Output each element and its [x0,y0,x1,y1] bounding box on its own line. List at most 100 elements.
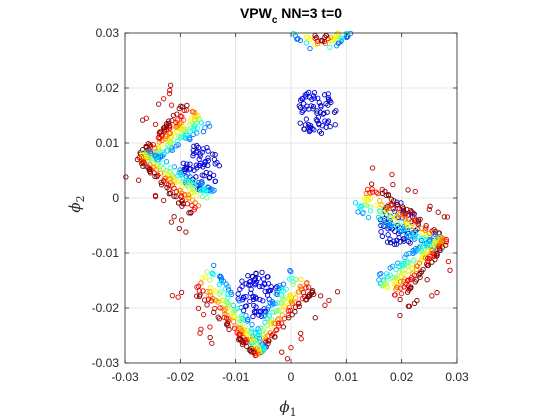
data-point [378,215,384,222]
data-point [191,150,197,157]
data-point [253,271,259,277]
data-point [225,294,231,300]
data-point [222,306,228,312]
data-point [189,202,195,209]
data-point [171,185,177,191]
data-point [280,281,287,287]
data-point [261,276,267,282]
data-point [400,226,407,232]
data-point [393,214,399,221]
data-point [179,198,185,205]
data-point [405,225,412,232]
data-point [383,208,389,214]
data-point [158,179,164,186]
data-point [305,121,312,128]
data-point [304,296,310,303]
data-point [188,166,194,172]
data-point [266,296,272,302]
data-point [412,188,418,195]
data-point [207,277,213,283]
data-point [211,297,218,303]
data-point [224,320,231,327]
data-point [167,82,174,88]
data-point [175,294,181,300]
data-point [210,188,216,194]
data-point [205,162,211,169]
data-point [274,291,281,298]
data-point [434,289,440,296]
data-point [248,286,254,292]
data-point [437,247,443,253]
data-point [178,217,185,223]
data-point [167,130,173,136]
data-point [248,349,254,355]
data-point [411,249,417,255]
data-point [256,348,263,354]
data-point [152,173,158,180]
data-point [401,238,407,244]
data-point [179,114,185,120]
data-point [200,146,206,152]
x-tick-labels: -0.03 -0.02 -0.01 0 0.01 0.02 0.03 [111,370,469,384]
data-point [174,111,180,117]
data-point [402,213,408,219]
data-point [321,110,327,116]
data-point [300,95,306,102]
data-point [412,225,418,231]
data-point [327,34,334,41]
data-point [287,307,293,313]
data-point [185,195,192,201]
data-point [398,290,405,297]
data-point [280,294,286,300]
data-point [289,312,295,318]
data-point [169,147,176,153]
data-point [314,41,321,47]
data-point [296,303,302,309]
data-point [226,316,232,322]
data-point [176,225,182,232]
data-point [160,160,166,166]
data-point [431,227,437,233]
data-point [180,178,187,185]
data-point [384,205,390,211]
data-point [303,35,310,41]
data-point [198,326,204,332]
data-point [325,91,331,97]
data-point [145,141,152,147]
data-point [169,292,176,299]
data-point [407,240,413,246]
data-point [143,115,149,121]
data-point [200,312,207,318]
data-point [378,222,384,229]
data-point [394,237,400,244]
data-point [293,295,299,301]
data-point [387,239,394,246]
data-point [367,190,373,196]
data-point [264,306,271,313]
data-point [255,351,261,357]
chart-title: VPWc NN=3 t=0 [240,5,342,26]
y-tick-label: 0.03 [96,26,120,40]
data-point [156,101,162,107]
data-point [205,155,211,161]
data-point [309,287,316,294]
data-point [236,335,243,341]
data-point [277,300,283,306]
data-point [167,165,173,171]
data-point [404,277,411,284]
data-point [163,148,170,154]
data-point [423,222,429,229]
data-point [194,143,200,149]
data-point [378,229,384,235]
data-point [247,347,253,353]
data-point [317,128,323,134]
data-point [152,152,159,158]
data-point [205,189,211,195]
data-point [423,234,429,240]
y-tick-label: -0.01 [92,246,120,260]
data-point [423,225,429,231]
data-point [303,116,310,122]
data-point [147,170,154,176]
axis-ticks [124,32,458,364]
data-point [276,307,282,314]
